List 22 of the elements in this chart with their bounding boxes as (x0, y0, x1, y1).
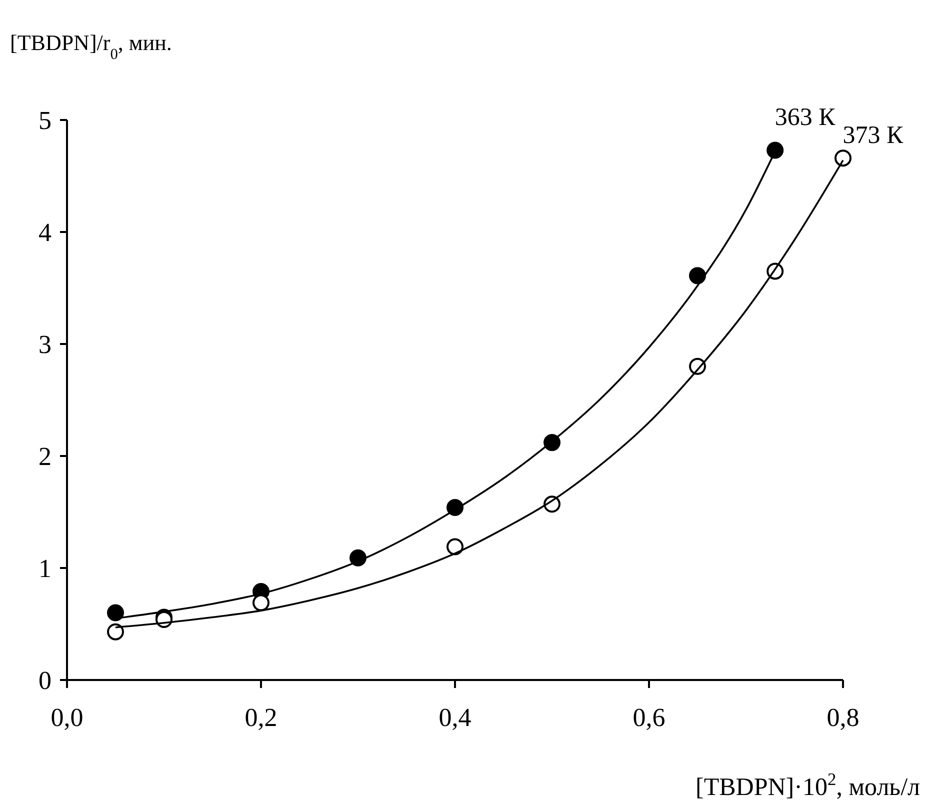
series-label: 373 К (842, 122, 904, 150)
y-tick-label: 1 (38, 554, 52, 583)
x-tick-label: 0,6 (632, 703, 666, 732)
x-tick-label: 0,0 (50, 703, 84, 732)
y-tick-label: 5 (38, 106, 52, 135)
y-tick-label: 3 (38, 330, 52, 359)
point (107, 623, 124, 640)
point (766, 142, 784, 159)
y-tick-label: 0 (38, 666, 52, 695)
point (252, 594, 270, 612)
series-label: 363 К (774, 104, 836, 132)
point (107, 604, 124, 622)
point (689, 267, 706, 284)
x-tick-label: 0,2 (244, 703, 278, 732)
x-tick-label: 0,8 (826, 703, 860, 732)
x-axis-title: [TBDPN]·10$^{2}$, моль/л (696, 769, 920, 801)
y-axis-title: [TBDPN]/r$_{0}$, мин. (10, 30, 172, 62)
y-tick-label: 4 (38, 218, 52, 247)
x-tick-label: 0,4 (438, 703, 472, 732)
point (446, 538, 464, 556)
point (834, 150, 852, 167)
y-tick-label: 2 (38, 442, 52, 471)
